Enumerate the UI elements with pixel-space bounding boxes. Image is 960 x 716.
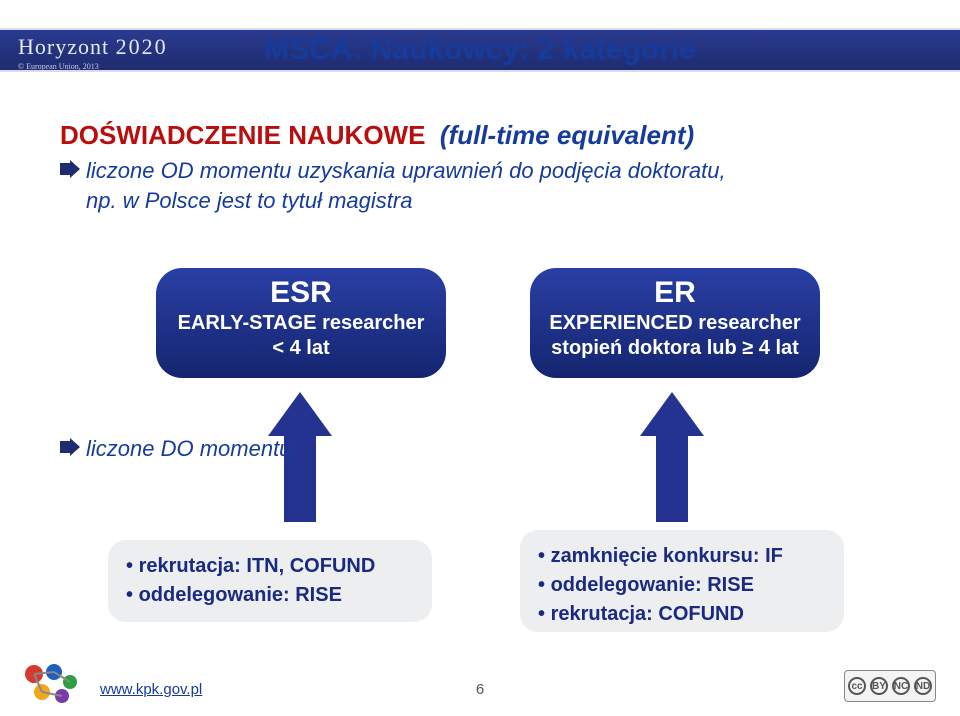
subhead-blue bbox=[433, 120, 440, 150]
gbox-left-item: • oddelegowanie: RISE bbox=[126, 581, 414, 610]
pill-esr-line2: < 4 lat bbox=[156, 337, 446, 360]
bullet-top-line2: np. w Polsce jest to tytuł magistra bbox=[86, 188, 412, 214]
bullet-top-line1: liczone OD momentu uzyskania uprawnień d… bbox=[86, 158, 726, 184]
gbox-right-i2: oddelegowanie: RISE bbox=[551, 574, 754, 596]
arrow-right-icon bbox=[60, 438, 80, 456]
pill-er-line2: stopień doktora lub ≥ 4 lat bbox=[530, 337, 820, 360]
pill-er-title: ER bbox=[530, 276, 820, 310]
page-number: 6 bbox=[0, 681, 960, 698]
gbox-right-i3: rekrutacja: COFUND bbox=[551, 603, 744, 625]
pill-esr-title: ESR bbox=[156, 276, 446, 310]
pill-esr: ESR EARLY-STAGE researcher < 4 lat bbox=[156, 268, 446, 378]
gbox-right-item: • oddelegowanie: RISE bbox=[538, 571, 826, 600]
gbox-left-i1: rekrutacja: ITN, COFUND bbox=[139, 555, 376, 577]
gbox-left: • rekrutacja: ITN, COFUND • oddelegowani… bbox=[108, 540, 432, 622]
slide-root: Horyzont 2020 © European Union, 2013 MSC… bbox=[0, 0, 960, 716]
gbox-right-i1: zamknięcie konkursu: IF bbox=[551, 545, 783, 567]
subhead-red: DOŚWIADCZENIE NAUKOWE bbox=[60, 120, 425, 150]
subhead-blue-text: (full-time equivalent) bbox=[440, 120, 694, 150]
pill-er-line1: EXPERIENCED researcher bbox=[530, 312, 820, 335]
gbox-left-i2: oddelegowanie: RISE bbox=[139, 584, 342, 606]
gbox-right-item: • rekrutacja: COFUND bbox=[538, 600, 826, 629]
gbox-left-item: • rekrutacja: ITN, COFUND bbox=[126, 552, 414, 581]
gbox-right: • zamknięcie konkursu: IF • oddelegowani… bbox=[520, 530, 844, 632]
slide-title: MSCA: Naukowcy: 2 kategorie bbox=[0, 28, 960, 72]
pill-esr-line1: EARLY-STAGE researcher bbox=[156, 312, 446, 335]
pill-er: ER EXPERIENCED researcher stopień doktor… bbox=[530, 268, 820, 378]
cc-license-icon: ccBYNCND bbox=[844, 670, 936, 702]
subheading: DOŚWIADCZENIE NAUKOWE (full-time equival… bbox=[60, 120, 694, 151]
bullet-bottom-text: liczone DO momentu: bbox=[86, 436, 298, 462]
arrow-right-icon bbox=[60, 160, 80, 178]
arrow-up-icon bbox=[640, 392, 704, 522]
gbox-right-item: • zamknięcie konkursu: IF bbox=[538, 542, 826, 571]
slide-title-text: MSCA: Naukowcy: 2 kategorie bbox=[264, 33, 696, 66]
